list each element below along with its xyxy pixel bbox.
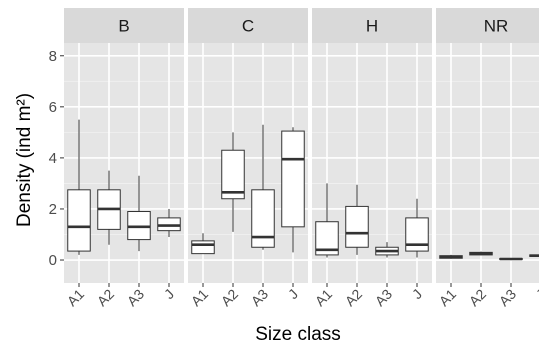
box-iqr — [281, 130, 305, 228]
facet-strip-label: NR — [484, 17, 509, 36]
x-tick-label: J — [285, 286, 301, 302]
box-b-j — [157, 208, 181, 238]
facet-strip — [64, 8, 184, 43]
x-tick-label: A3 — [372, 286, 396, 310]
box-nr-j — [529, 254, 539, 257]
x-tick-label: A1 — [64, 286, 88, 310]
panel-background — [436, 43, 539, 283]
x-tick-label: A2 — [94, 286, 118, 310]
y-tick-label: 4 — [49, 150, 57, 167]
box-c-a2 — [221, 132, 245, 232]
x-tick-label: A3 — [248, 286, 272, 310]
facet-strip — [188, 8, 308, 43]
facet-strip — [312, 8, 432, 43]
facet-strip-label: B — [118, 17, 129, 36]
box-iqr — [67, 189, 91, 252]
x-tick-label: A1 — [436, 286, 460, 310]
y-tick-label: 8 — [49, 48, 57, 65]
box-h-a1 — [315, 183, 339, 258]
facet-nr: NR A1 A2 A3 J — [436, 8, 539, 309]
box-iqr — [345, 205, 369, 248]
x-tick-label: A3 — [496, 286, 520, 310]
x-tick-label: A2 — [466, 286, 490, 310]
box-b-a1 — [67, 119, 91, 255]
box-iqr — [191, 240, 215, 255]
box-c-a3 — [251, 124, 275, 250]
box-nr-a1 — [439, 254, 463, 259]
y-tick-label: 2 — [49, 201, 57, 218]
x-axis-title: Size class — [255, 324, 341, 345]
x-tick-label: A1 — [188, 286, 212, 310]
x-tick-label: J — [409, 286, 425, 302]
facet-c: C A1 A2 A3 J — [188, 8, 308, 309]
facet-h: H A1 A2 A3 J — [312, 8, 432, 309]
x-tick-label: J — [161, 286, 177, 302]
box-b-a3 — [127, 175, 151, 252]
x-tick-label: A3 — [124, 286, 148, 310]
x-tick-label: A1 — [312, 286, 336, 310]
y-tick-label: 6 — [49, 99, 57, 116]
box-c-a1 — [191, 233, 215, 255]
facet-strip-label: H — [366, 17, 378, 36]
box-nr-a3 — [499, 257, 523, 261]
facet-strip — [436, 8, 539, 43]
box-iqr — [221, 149, 245, 200]
facet-b: B A1 A2 A3 J — [64, 8, 184, 309]
y-axis-title: Density (ind m²) — [14, 93, 35, 227]
facet-strip-label: C — [242, 17, 254, 36]
box-iqr — [405, 217, 429, 252]
box-b-a2 — [97, 170, 121, 245]
y-tick-label: 0 — [49, 252, 57, 269]
box-h-a2 — [345, 184, 369, 255]
box-iqr — [251, 189, 275, 248]
box-c-j — [281, 127, 305, 253]
box-h-j — [405, 198, 429, 258]
y-axis: 0 2 4 6 8 — [49, 48, 64, 269]
box-nr-a2 — [469, 251, 493, 256]
box-iqr — [315, 221, 339, 256]
x-tick-label: J — [533, 286, 539, 302]
x-tick-label: A2 — [218, 286, 242, 310]
box-h-a3 — [375, 242, 399, 258]
x-tick-label: A2 — [342, 286, 366, 310]
